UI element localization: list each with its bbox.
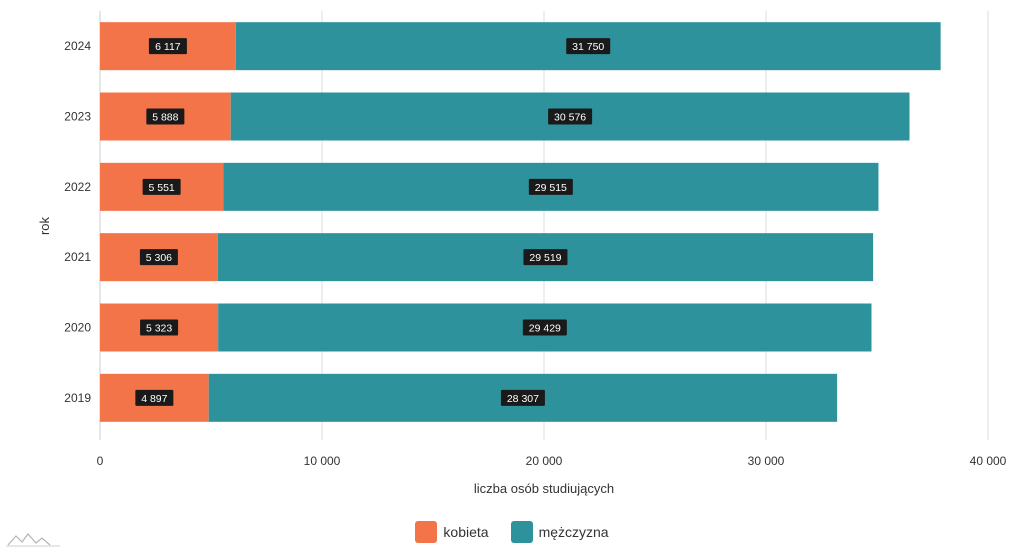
legend-item-kobieta[interactable]: kobieta — [415, 521, 489, 543]
data-label: 5 306 — [139, 249, 178, 266]
data-label: 31 750 — [566, 38, 611, 55]
data-label: 30 576 — [548, 108, 593, 125]
x-tick-label: 20 000 — [526, 454, 563, 468]
data-label: 29 515 — [528, 178, 573, 195]
data-label-text: 29 519 — [529, 252, 561, 264]
x-axis-title: liczba osób studiujących — [474, 481, 614, 496]
data-label-background — [566, 38, 611, 55]
data-label: 6 117 — [148, 38, 187, 55]
data-label-text: 29 429 — [529, 323, 561, 335]
stacked-bar-chart: 6 117 31 750 5 888 30 576 5 551 29 515 5 306 29… — [37, 11, 1007, 496]
y-tick-label: 2021 — [64, 250, 91, 264]
x-tick-label: 0 — [97, 454, 104, 468]
data-label: 29 429 — [522, 319, 567, 336]
data-label-background — [148, 38, 187, 55]
gridlines — [99, 11, 989, 440]
data-label: 5 551 — [142, 178, 181, 195]
x-tick-label: 10 000 — [304, 454, 341, 468]
data-label-text: 29 515 — [535, 182, 567, 194]
data-labels: 6 117 31 750 5 888 30 576 5 551 29 515 5 306 29… — [135, 38, 611, 406]
legend-label-mezczyzna: mężczyzna — [538, 524, 609, 540]
data-label-text: 5 306 — [146, 252, 172, 264]
data-label-text: 4 897 — [141, 393, 167, 405]
data-label: 4 897 — [135, 389, 174, 406]
mountain-logo-icon — [6, 533, 60, 547]
y-tick-label: 2020 — [64, 321, 91, 335]
legend-label-kobieta: kobieta — [443, 524, 489, 540]
data-label-background — [135, 389, 174, 406]
data-label-text: 30 576 — [554, 112, 586, 124]
data-label-background — [548, 108, 593, 125]
data-label-text: 28 307 — [507, 393, 539, 405]
y-tick-label: 2023 — [64, 110, 91, 124]
data-label: 5 888 — [146, 108, 185, 125]
data-label-text: 31 750 — [572, 41, 604, 53]
legend-swatch-kobieta — [415, 521, 438, 543]
data-label-background — [522, 319, 567, 336]
data-label-background — [142, 178, 181, 195]
data-label-background — [139, 249, 178, 266]
y-tick-label: 2024 — [64, 39, 91, 53]
bars — [100, 22, 941, 422]
y-tick-label: 2019 — [64, 391, 91, 405]
x-axis-ticks: 0 10 000 20 000 30 000 40 000 — [97, 454, 1007, 468]
legend-item-mezczyzna[interactable]: mężczyzna — [510, 521, 609, 543]
data-label-text: 5 551 — [148, 182, 174, 194]
data-label-background — [500, 389, 545, 406]
y-axis-ticks: 2024 2023 2022 2021 2020 2019 — [64, 39, 91, 405]
y-axis-title: rok — [37, 216, 52, 235]
data-label: 28 307 — [500, 389, 545, 406]
data-label-text: 6 117 — [155, 41, 181, 53]
data-label-background — [140, 319, 179, 336]
data-label-background — [523, 249, 568, 266]
data-label-background — [146, 108, 185, 125]
data-label: 29 519 — [523, 249, 568, 266]
data-label-text: 5 323 — [146, 323, 172, 335]
legend-swatch-mezczyzna — [510, 521, 533, 543]
legend: kobieta mężczyzna — [0, 518, 1024, 546]
x-tick-label: 30 000 — [748, 454, 785, 468]
data-label-background — [528, 178, 573, 195]
data-label: 5 323 — [140, 319, 179, 336]
x-tick-label: 40 000 — [970, 454, 1007, 468]
y-tick-label: 2022 — [64, 180, 91, 194]
data-label-text: 5 888 — [152, 112, 178, 124]
